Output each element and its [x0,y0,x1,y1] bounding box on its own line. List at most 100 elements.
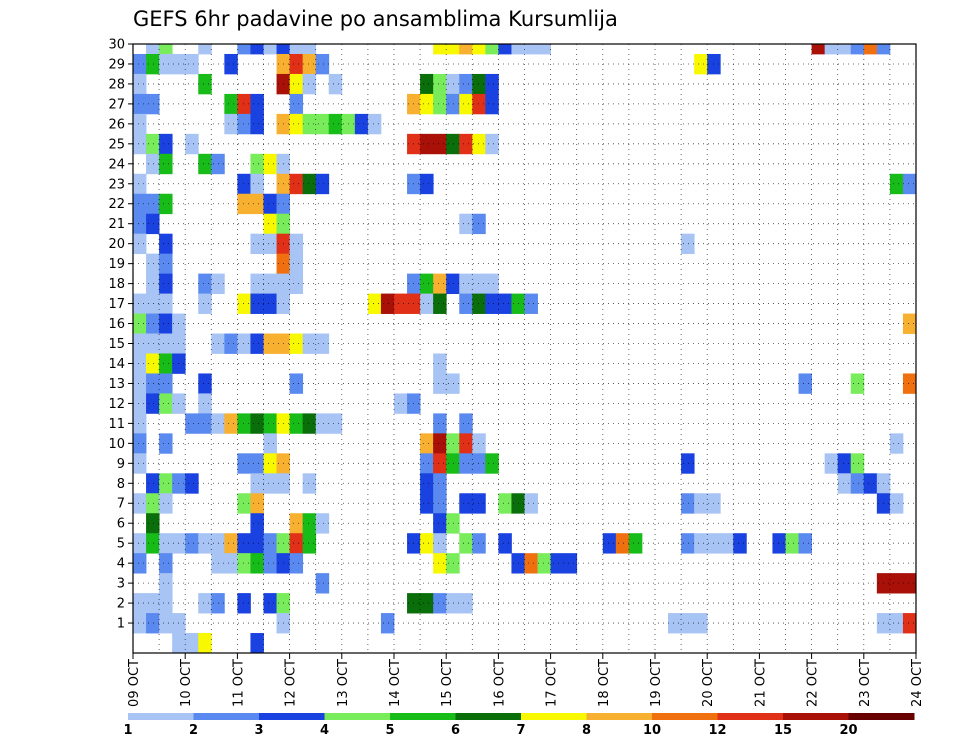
precip-cell [798,373,812,394]
precip-cell [133,93,147,115]
precip-cell [863,44,878,55]
precip-cell [146,493,160,514]
precip-cell [694,493,708,514]
precip-cell [694,533,708,554]
precip-cell [720,533,734,554]
y-tick-label: 24 [108,157,125,172]
precip-cell [289,253,304,275]
precip-cell [237,113,251,135]
colorbar-swatch [390,713,456,720]
precip-cell [146,613,160,634]
colorbar-label: 3 [254,723,263,738]
precip-cell [889,493,904,514]
precip-cell [185,53,199,75]
precip-cell [302,44,317,55]
precip-cell [198,593,212,614]
precip-cell [837,473,852,494]
precip-cell [433,44,447,55]
precip-cell [159,313,173,334]
y-tick-label: 3 [117,577,125,592]
precip-cell [420,433,434,454]
precip-cell [146,333,160,354]
precip-cell [159,153,173,175]
colorbar-swatch [128,713,194,720]
precip-cell [289,44,304,55]
precip-cell [446,73,460,95]
precip-cell [459,293,473,314]
precip-cell [446,593,460,614]
precip-cell [224,53,238,75]
x-tick-label: 18 OCT [597,659,612,707]
precip-cell [159,193,173,215]
precip-cell [250,173,264,195]
x-tick-label: 24 OCT [910,659,925,707]
precip-cell [289,93,304,115]
precip-cell [224,93,238,115]
precip-cell [433,513,447,534]
y-tick-label: 17 [108,297,125,312]
precip-cell [250,453,264,474]
precip-cell [889,173,904,195]
y-tick-label: 1 [117,617,125,632]
precip-cell [250,493,264,514]
precip-cell [263,593,277,614]
precip-cell [681,453,695,474]
precip-cell [485,273,499,294]
colorbar-swatch [193,713,260,720]
precip-cell [524,293,538,314]
precip-cell [198,73,212,95]
precip-cell [263,533,277,554]
precip-cell [302,533,317,554]
precip-cell [198,273,212,294]
chart-title: GEFS 6hr padavine po ansamblima Kursumli… [133,7,618,31]
precip-cell [302,113,317,135]
colorbar-swatch [455,713,522,720]
precip-cell [498,293,512,314]
y-tick-label: 27 [108,97,125,112]
precip-cell [146,293,160,314]
precip-cell [263,433,277,454]
precip-cell [237,553,251,574]
precip-cell [146,473,160,494]
precip-cell [602,533,617,554]
precip-cell [315,53,330,75]
y-tick-label: 18 [108,277,125,292]
precip-cell [420,93,434,115]
precip-cell [263,413,277,434]
precip-cell [302,73,317,95]
y-tick-label: 28 [108,77,125,92]
precip-cell [420,473,434,494]
precip-cell [146,44,160,55]
precip-cell [668,613,682,634]
colorbar-label: 1 [123,723,132,738]
precip-cell [902,173,917,195]
precip-cell [185,413,199,434]
precip-cell [302,413,317,434]
precip-cell [198,373,212,394]
precip-cell [250,473,264,494]
plot-frame [132,43,917,654]
precip-cell [224,333,238,354]
precip-cell [237,173,251,195]
precip-cell [472,493,486,514]
precip-cell [133,453,147,474]
precip-cell [133,593,147,614]
precip-cell [159,44,173,55]
precip-cell [850,373,865,394]
y-tick-label: 4 [117,557,125,572]
precip-cell [889,573,904,594]
precip-cell [289,513,304,534]
precip-cell [250,93,264,115]
precip-cell [263,44,277,55]
x-tick-label: 14 OCT [388,659,403,707]
precip-cell [394,293,408,314]
precip-cell [420,293,434,314]
precip-cell [289,413,304,434]
precip-cell [250,513,264,534]
precip-cell [159,273,173,294]
precip-cell [198,293,212,314]
precip-cell [224,413,238,434]
y-tick-label: 29 [108,57,125,72]
precip-cell [146,313,160,334]
